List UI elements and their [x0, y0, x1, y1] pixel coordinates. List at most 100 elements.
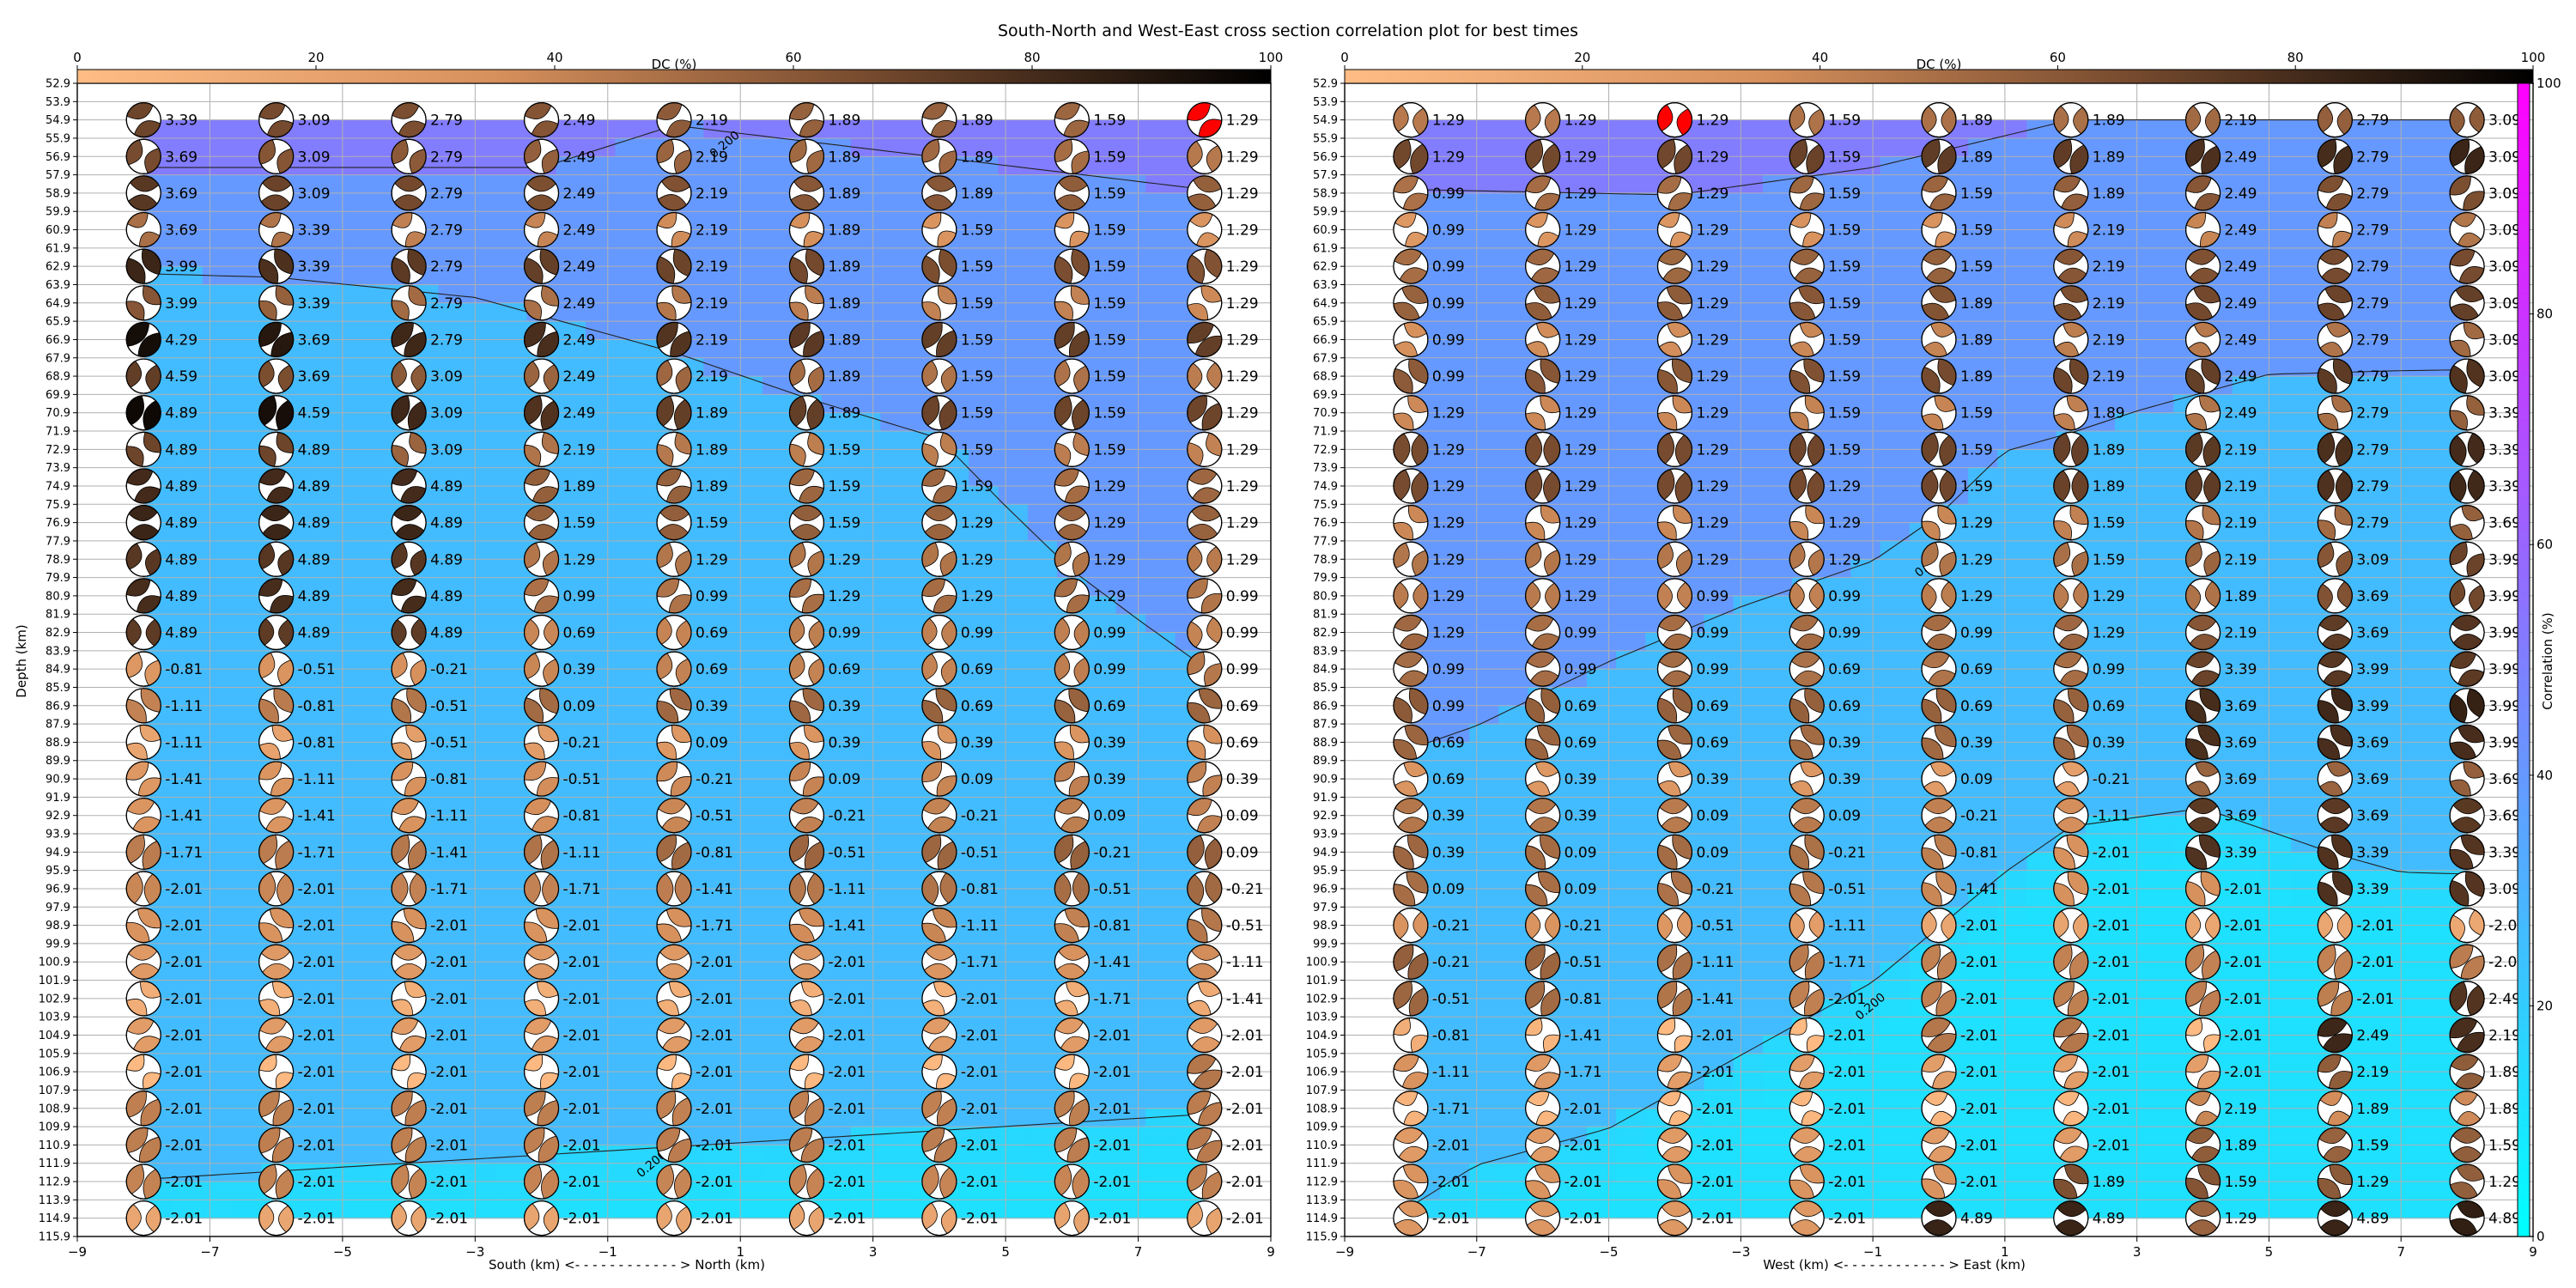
corr-cell	[880, 852, 911, 872]
corr-cell	[232, 1090, 263, 1109]
corr-cell	[1733, 797, 1764, 817]
corr-cell	[1616, 522, 1646, 542]
corr-cell	[1145, 339, 1176, 359]
corr-cell	[762, 852, 793, 872]
corr-cell	[232, 522, 263, 542]
y-tick-label: 102.9	[39, 993, 70, 1005]
corr-cell	[1145, 925, 1176, 945]
corr-cell	[998, 247, 1029, 267]
corr-cell	[1733, 1182, 1764, 1200]
corr-cell	[467, 247, 498, 267]
corr-cell	[1027, 192, 1058, 212]
chart-title: South-North and West-East cross section …	[998, 21, 1578, 40]
corr-cell	[732, 211, 763, 231]
corr-cell	[173, 815, 204, 835]
time-value: -2.01	[961, 1101, 999, 1118]
corr-cell	[1469, 156, 1499, 176]
corr-cell	[1762, 1072, 1793, 1091]
corr-cell	[1733, 1053, 1764, 1072]
corr-cell	[1145, 614, 1176, 634]
corr-cell	[762, 669, 793, 689]
corr-cell	[732, 669, 763, 689]
corr-cell	[467, 1127, 498, 1146]
time-value: -2.01	[1226, 1174, 1264, 1191]
time-value: -2.01	[298, 881, 336, 898]
corr-cell	[998, 376, 1029, 395]
corr-cell	[467, 870, 498, 890]
time-value: 1.89	[563, 478, 596, 495]
time-value: 4.89	[165, 441, 197, 459]
corr-cell	[1733, 119, 1764, 139]
corr-cell	[173, 724, 204, 744]
corr-cell	[615, 266, 646, 286]
corr-cell	[173, 412, 204, 432]
corr-cell	[762, 614, 793, 634]
corr-cell	[1762, 504, 1793, 524]
beachball: -2.01	[1187, 1017, 1264, 1054]
corr-cell	[732, 705, 763, 725]
time-value: 0.69	[563, 625, 596, 642]
time-value: 0.39	[1093, 734, 1126, 751]
corr-cell	[998, 559, 1029, 579]
corr-cell	[232, 834, 263, 853]
corr-cell	[1469, 760, 1499, 780]
corr-cell	[1733, 284, 1764, 304]
corr-cell	[1498, 302, 1529, 322]
corr-cell	[1469, 394, 1499, 414]
time-value: 2.79	[430, 185, 463, 203]
corr-cell	[615, 1127, 646, 1146]
beachball: -2.01	[1187, 1200, 1264, 1236]
corr-cell	[732, 394, 763, 414]
corr-cell	[1498, 485, 1529, 505]
corr-cell	[762, 980, 793, 999]
corr-cell	[615, 797, 646, 817]
corr-cell	[1498, 724, 1529, 744]
corr-cell	[232, 1072, 263, 1091]
corr-cell	[732, 797, 763, 817]
time-value: 2.49	[563, 405, 596, 422]
corr-cell	[1469, 559, 1499, 579]
corr-cell	[732, 962, 763, 981]
time-value: 1.29	[1226, 149, 1259, 166]
corr-cell	[202, 1053, 233, 1072]
corr-cell	[1498, 156, 1529, 176]
corr-cell	[1469, 650, 1499, 670]
corr-cell	[1616, 1035, 1646, 1054]
corr-cell	[1027, 229, 1058, 249]
corr-cell	[232, 504, 263, 524]
corr-cell	[232, 650, 263, 670]
time-value: -2.01	[696, 991, 733, 1008]
corr-cell	[998, 779, 1029, 798]
corr-cell	[1733, 467, 1764, 487]
corr-cell	[880, 339, 911, 359]
corr-cell	[202, 1127, 233, 1146]
corr-cell	[998, 650, 1029, 670]
corr-cell	[1145, 156, 1176, 176]
corr-cell	[1469, 595, 1499, 615]
corr-cell	[1027, 1127, 1058, 1146]
corr-cell	[1616, 394, 1646, 414]
corr-cell	[615, 1200, 646, 1219]
corr-cell	[349, 614, 380, 634]
y-tick-label: 96.9	[46, 883, 70, 896]
corr-cell	[290, 888, 321, 908]
corr-cell	[497, 1182, 527, 1200]
corr-cell	[290, 1163, 321, 1182]
corr-cell	[998, 632, 1029, 652]
time-value: 1.29	[1093, 515, 1126, 532]
corr-cell	[349, 247, 380, 267]
corr-cell	[349, 1163, 380, 1182]
corr-cell	[762, 834, 793, 853]
corr-cell	[1616, 815, 1646, 835]
corr-cell	[438, 119, 469, 139]
corr-cell	[173, 449, 204, 469]
corr-cell	[173, 998, 204, 1018]
corr-cell	[173, 504, 204, 524]
corr-cell	[1469, 1145, 1499, 1164]
corr-cell	[1762, 174, 1793, 194]
corr-cell	[880, 742, 911, 762]
corr-cell	[497, 650, 527, 670]
corr-cell	[1145, 119, 1176, 139]
corr-cell	[497, 815, 527, 835]
time-value: -2.01	[165, 1028, 203, 1045]
